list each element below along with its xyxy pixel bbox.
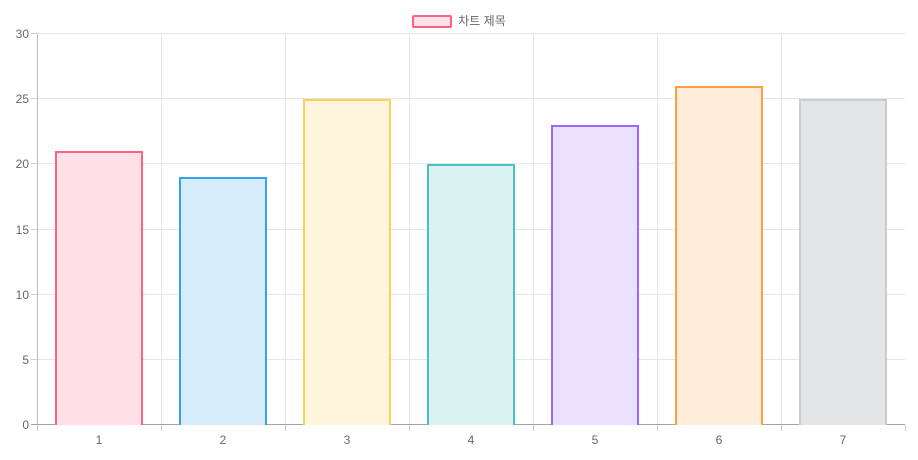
x-axis-tick-label: 6 <box>715 433 723 447</box>
x-axis-tick-label: 3 <box>343 433 351 447</box>
x-axis-tick <box>285 425 286 431</box>
y-axis-tick <box>31 228 37 230</box>
y-axis-tick-label: 0 <box>22 418 29 432</box>
x-gridline <box>409 34 410 425</box>
bar[interactable] <box>675 86 763 425</box>
y-gridline <box>37 33 905 34</box>
y-axis-tick-label: 10 <box>15 287 29 302</box>
x-axis-tick-label: 4 <box>467 433 475 447</box>
bar[interactable] <box>55 151 143 425</box>
x-axis-tick-label: 2 <box>219 433 227 447</box>
y-axis-line <box>37 34 38 425</box>
bar[interactable] <box>551 125 639 425</box>
bar[interactable] <box>303 99 391 425</box>
x-gridline <box>781 34 782 425</box>
y-axis-tick <box>31 33 37 34</box>
x-axis-tick <box>781 425 782 431</box>
x-gridline <box>161 34 162 425</box>
x-axis-tick <box>905 425 906 431</box>
x-axis-tick <box>37 425 38 431</box>
x-axis-tick-label: 5 <box>591 433 599 447</box>
plot-area <box>31 33 906 431</box>
y-axis-tick-label: 5 <box>22 352 29 367</box>
y-axis-tick <box>31 358 37 360</box>
y-axis-tick <box>31 98 37 100</box>
x-axis-tick <box>409 425 410 431</box>
bar[interactable] <box>427 164 515 425</box>
x-gridline <box>285 34 286 425</box>
x-axis-tick-label: 1 <box>95 433 103 447</box>
x-axis-tick <box>657 425 658 431</box>
y-axis-tick-label: 15 <box>15 222 29 237</box>
x-gridline <box>533 34 534 425</box>
x-axis-tick <box>533 425 534 431</box>
chart-legend[interactable]: 차트 제목 <box>0 14 918 28</box>
y-axis-tick-label: 20 <box>15 157 29 172</box>
y-gridline <box>37 163 905 165</box>
legend-swatch <box>412 14 453 28</box>
x-gridline <box>657 34 658 425</box>
y-axis-tick <box>31 163 37 165</box>
x-axis-tick <box>161 425 162 431</box>
y-axis-tick-label: 30 <box>15 27 29 41</box>
x-axis-tick-label: 7 <box>839 433 847 447</box>
y-axis-tick-label: 25 <box>15 92 29 107</box>
legend-label: 차트 제목 <box>458 14 506 28</box>
y-gridline <box>37 98 905 100</box>
y-axis-tick <box>31 293 37 295</box>
bar[interactable] <box>179 177 267 425</box>
bar[interactable] <box>799 99 887 425</box>
